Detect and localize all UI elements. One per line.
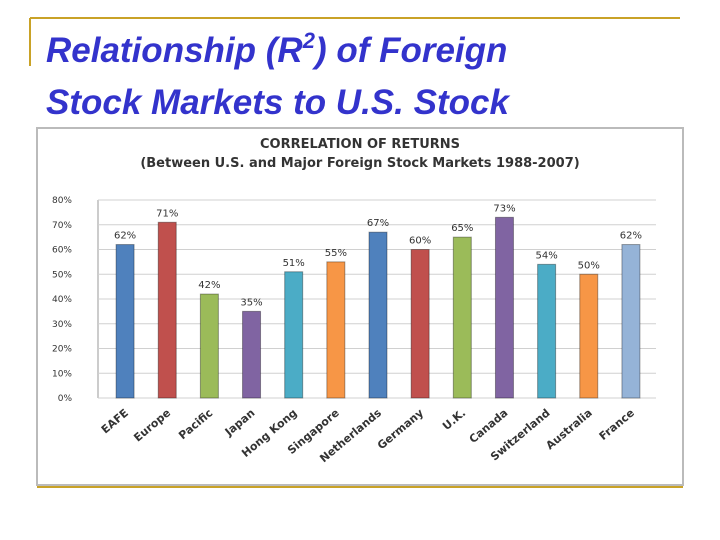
value-label: 50% xyxy=(578,260,600,271)
value-label: 65% xyxy=(451,223,473,234)
value-label: 55% xyxy=(325,248,347,259)
slide-title: Stock Markets to U.S. Stock xyxy=(46,83,510,122)
y-tick-label: 0% xyxy=(58,394,73,404)
y-tick-label: 50% xyxy=(52,270,72,280)
y-tick-label: 30% xyxy=(52,320,72,330)
value-label: 42% xyxy=(198,280,220,291)
y-tick-label: 40% xyxy=(52,295,72,305)
value-label: 62% xyxy=(114,231,136,242)
value-label: 51% xyxy=(283,258,305,269)
bar xyxy=(326,261,346,399)
bar xyxy=(537,263,557,399)
value-label: 60% xyxy=(409,236,431,247)
bar xyxy=(199,293,219,399)
bar xyxy=(368,231,388,399)
bar xyxy=(494,216,514,399)
bar xyxy=(157,221,177,399)
title-text: ) of Foreign xyxy=(311,31,507,70)
value-label: 35% xyxy=(240,297,262,308)
value-label: 71% xyxy=(156,208,178,219)
y-tick-label: 20% xyxy=(52,345,72,355)
chart-subtitle: (Between U.S. and Major Foreign Stock Ma… xyxy=(140,156,579,171)
chart-frame xyxy=(36,127,684,486)
y-tick-label: 10% xyxy=(52,369,72,379)
bar xyxy=(284,271,304,399)
value-label: 54% xyxy=(535,250,557,261)
value-label: 62% xyxy=(620,231,642,242)
bar xyxy=(410,249,430,399)
bar xyxy=(452,236,472,399)
chart-title: CORRELATION OF RETURNS xyxy=(260,137,460,152)
y-tick-label: 70% xyxy=(52,221,72,231)
bar xyxy=(242,310,262,399)
value-label: 67% xyxy=(367,218,389,229)
slide-title: Relationship (R2) of Foreign xyxy=(46,28,507,70)
bar xyxy=(621,244,641,399)
bar xyxy=(115,244,135,399)
y-tick-label: 60% xyxy=(52,246,72,256)
value-label: 73% xyxy=(493,203,515,214)
title-superscript: 2 xyxy=(302,28,316,53)
title-text: Relationship (R xyxy=(46,31,303,70)
bar xyxy=(579,273,599,399)
y-tick-label: 80% xyxy=(52,196,72,206)
